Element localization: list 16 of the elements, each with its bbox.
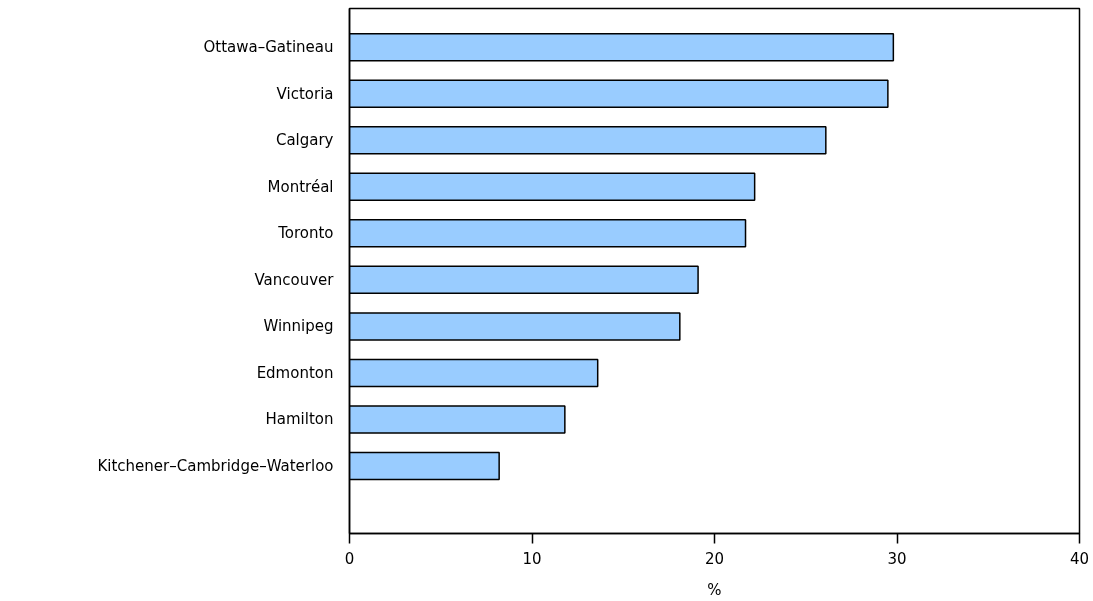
y-tick-label: Ottawa–Gatineau xyxy=(203,38,334,57)
x-tick-label: 20 xyxy=(704,549,725,568)
y-tick-label: Toronto xyxy=(277,224,334,243)
y-tick-label: Victoria xyxy=(276,84,334,103)
x-tick-label: 40 xyxy=(1069,549,1090,568)
x-tick-label: 30 xyxy=(887,549,907,568)
x-tick-label: 10 xyxy=(522,549,542,568)
x-tick-label: 0 xyxy=(344,549,355,568)
y-tick-label: Hamilton xyxy=(265,410,334,429)
y-tick-label: Vancouver xyxy=(254,270,335,289)
y-tick-label: Montréal xyxy=(267,177,334,196)
x-axis-title: % xyxy=(707,580,722,599)
y-tick-label: Calgary xyxy=(275,131,334,150)
y-tick-label: Edmonton xyxy=(256,363,334,382)
y-tick-label: Winnipeg xyxy=(263,317,334,336)
y-tick-label: Kitchener–Cambridge–Waterloo xyxy=(97,457,334,476)
